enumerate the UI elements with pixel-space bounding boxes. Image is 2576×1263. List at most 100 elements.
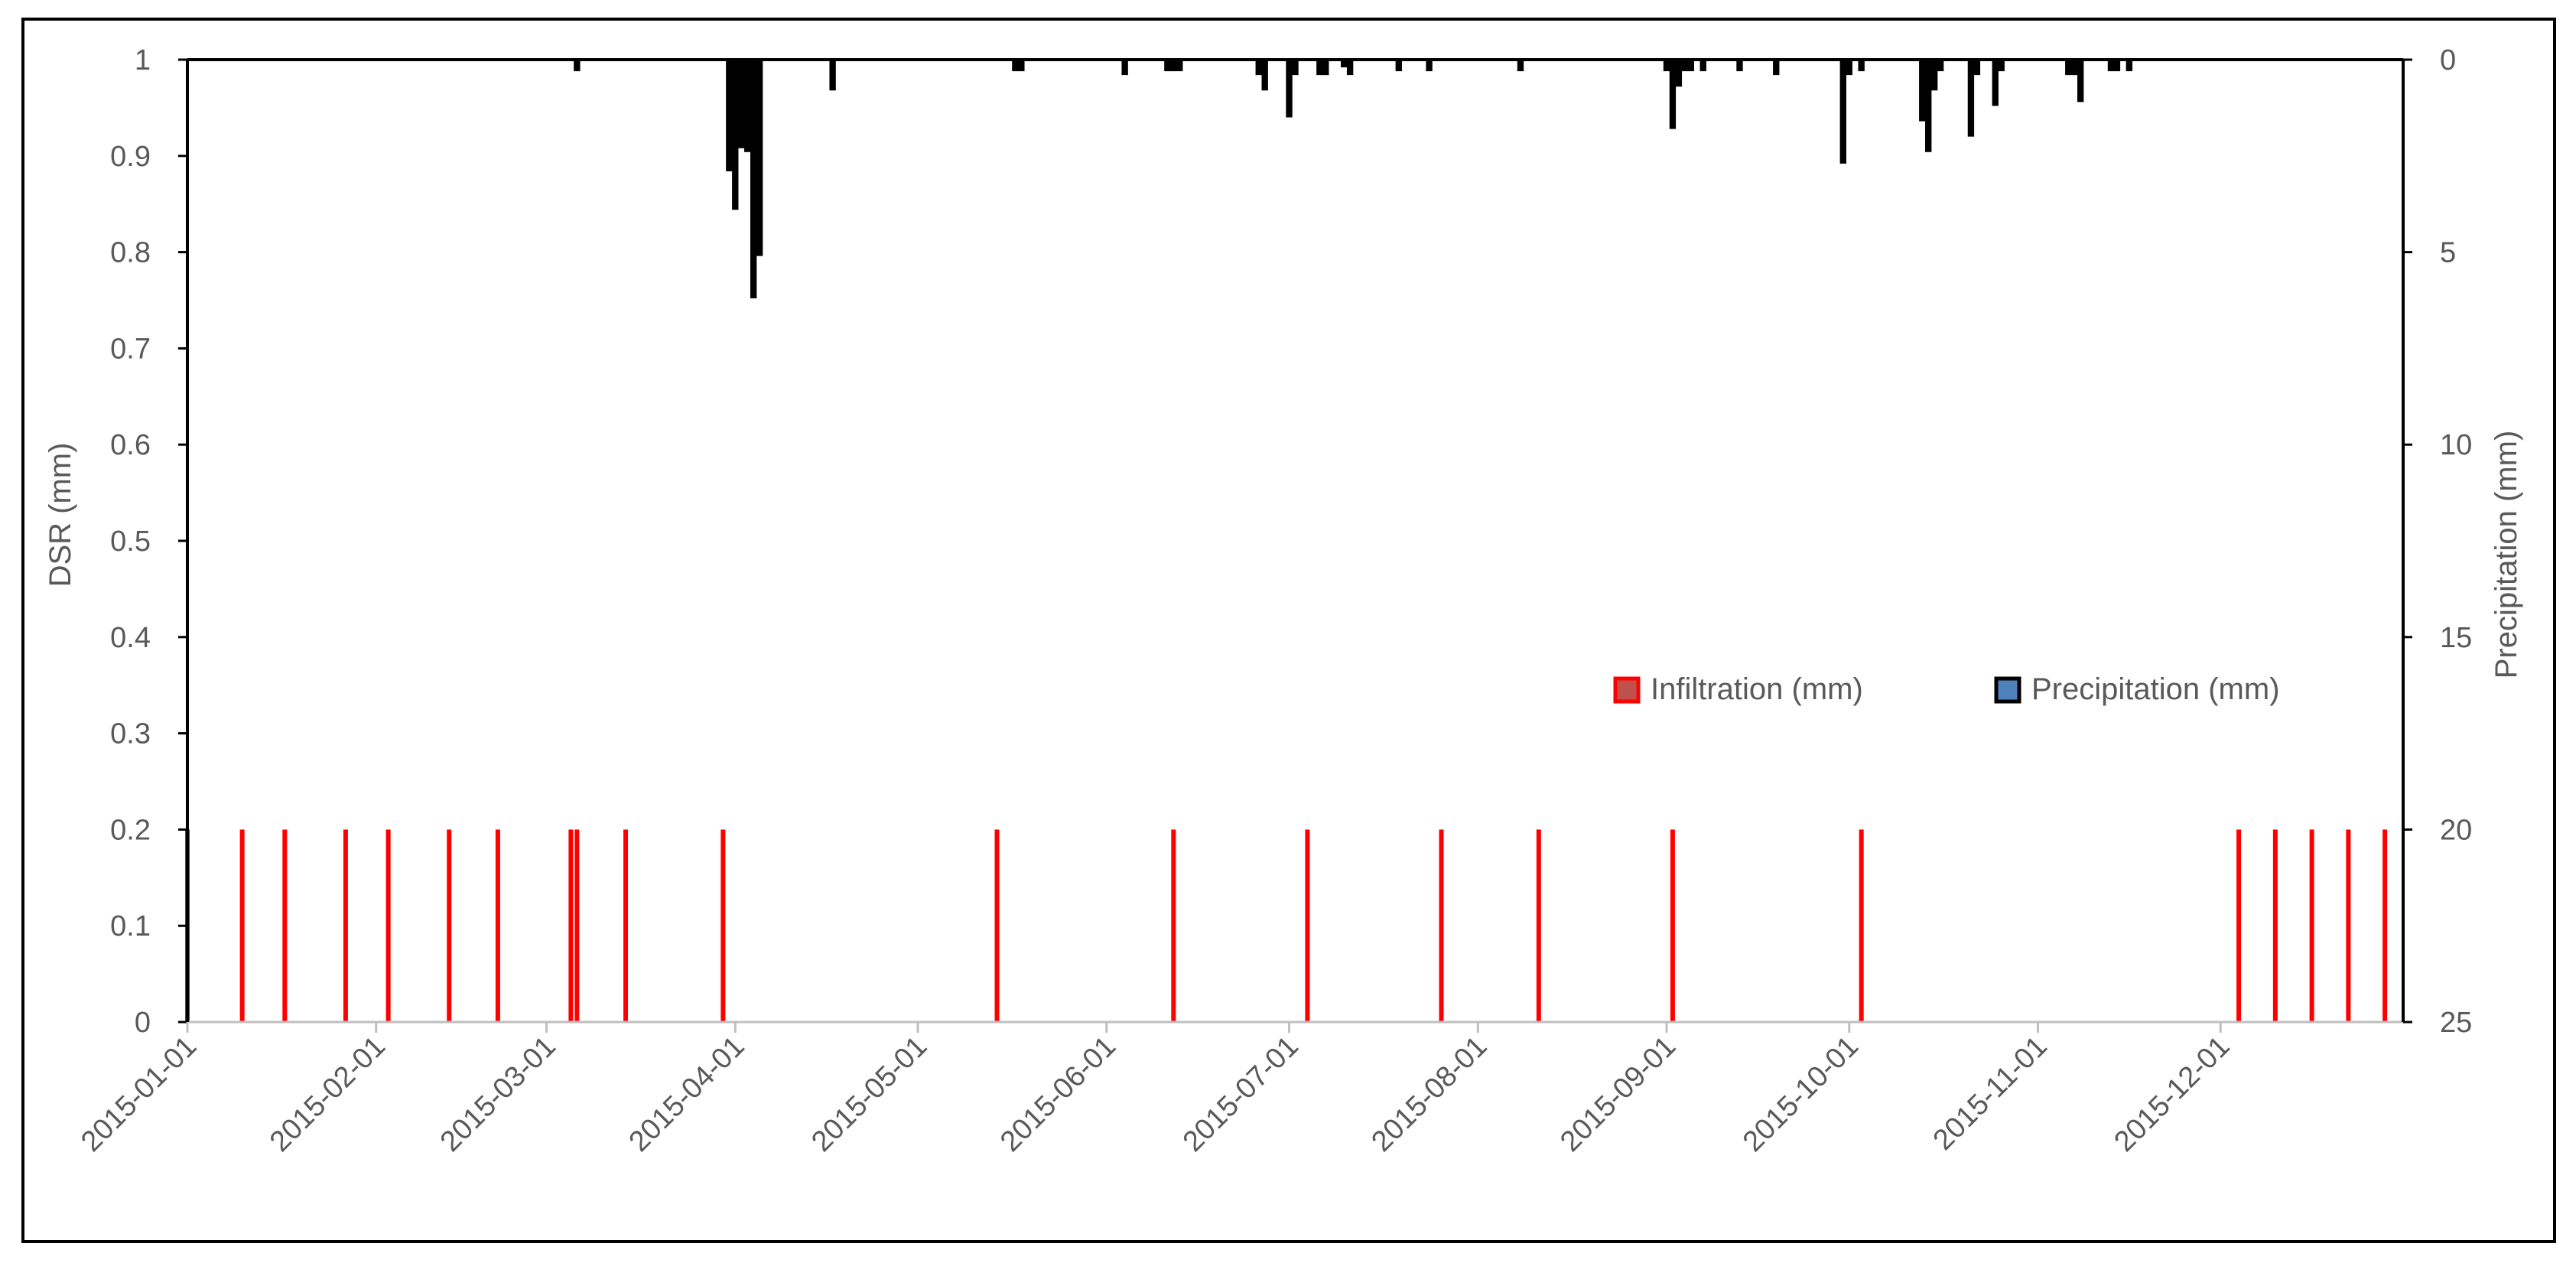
precipitation-bar [738, 60, 745, 148]
precipitation-bar [756, 60, 763, 256]
legend-infiltration-label: Infiltration (mm) [1651, 672, 1863, 706]
infiltration-bar [2272, 829, 2278, 1022]
legend-infiltration-swatch [1613, 676, 1641, 704]
precipitation-bar [1967, 60, 1975, 137]
precipitation-bar [2113, 60, 2121, 72]
y-left-tick-label: 0.6 [110, 429, 151, 461]
legend-precipitation-label: Precipitation (mm) [2031, 672, 2280, 706]
y-right-tick-label: 25 [2440, 1007, 2472, 1039]
precipitation-bar [1164, 60, 1171, 72]
precipitation-bar [1681, 60, 1689, 72]
precipitation-bar [1858, 60, 1865, 72]
precipitation-bar [1699, 60, 1706, 72]
precipitation-bar [1925, 60, 1932, 152]
precipitation-bar [1255, 60, 1262, 76]
precipitation-bar [1930, 60, 1938, 91]
precipitation-bar [1292, 60, 1299, 76]
precipitation-bar [1261, 60, 1268, 91]
infiltration-bar [623, 829, 629, 1022]
precipitation-bar [1286, 60, 1293, 118]
precipitation-bar [1663, 60, 1670, 72]
precipitation-bar [1846, 60, 1852, 76]
y-left-tick-label: 0.9 [110, 141, 151, 173]
y-left-tick-label: 0.5 [110, 526, 151, 558]
precipitation-bar [1998, 60, 2005, 72]
precipitation-bar [1395, 60, 1402, 72]
infiltration-bar [239, 829, 245, 1022]
plot-background [187, 60, 2403, 1022]
precipitation-bar [1736, 60, 1743, 72]
legend-precipitation-swatch [1994, 676, 2021, 704]
infiltration-bar [495, 829, 500, 1022]
precipitation-bar [2065, 60, 2072, 76]
precipitation-bars [574, 60, 2133, 298]
precipitation-bar [1322, 60, 1329, 76]
precipitation-bar [1839, 60, 1846, 164]
infiltration-bars [185, 829, 2388, 1022]
precipitation-bar [1687, 60, 1694, 72]
precipitation-bar [744, 60, 751, 152]
y-left-tick-label: 1 [135, 44, 151, 76]
precipitation-bar [1340, 60, 1348, 68]
precipitation-bar [732, 60, 739, 210]
precipitation-bar [829, 60, 836, 91]
infiltration-bar [1439, 829, 1444, 1022]
infiltration-bar [1536, 829, 1541, 1022]
legend: Infiltration (mm) Precipitation (mm) [1613, 672, 2280, 706]
infiltration-bar [385, 829, 391, 1022]
infiltration-bar [568, 829, 574, 1022]
precipitation-bar [1346, 60, 1354, 76]
infiltration-bar [2236, 829, 2242, 1022]
precipitation-bar [1919, 60, 1926, 122]
y-left-tick-label: 0.2 [110, 814, 151, 846]
precipitation-bar [1121, 60, 1128, 76]
precipitation-bar [574, 60, 581, 72]
infiltration-bar [343, 829, 348, 1022]
y-right-tick-label: 20 [2440, 814, 2472, 846]
precipitation-bar [1675, 60, 1683, 87]
infiltration-bar [2309, 829, 2314, 1022]
infiltration-bar [1171, 829, 1176, 1022]
precipitation-bar [1012, 60, 1019, 72]
precipitation-bar [1937, 60, 1944, 72]
precipitation-bar [1316, 60, 1323, 76]
precipitation-bar [1517, 60, 1524, 72]
y-left-axis-title: DSR (mm) [44, 443, 77, 588]
y-left-tick-label: 0.3 [110, 718, 151, 750]
infiltration-bar [2382, 829, 2388, 1022]
y-left-tick-label: 0 [135, 1007, 151, 1039]
precipitation-bar [1018, 60, 1025, 72]
infiltration-bar [2346, 829, 2351, 1022]
precipitation-bar [1170, 60, 1177, 72]
infiltration-bar [1670, 829, 1675, 1022]
precipitation-bar [2071, 60, 2078, 76]
y-right-axis-title: Precipitation (mm) [2490, 431, 2523, 679]
y-left-tick-label: 0.7 [110, 333, 151, 365]
precipitation-bar [750, 60, 757, 298]
y-left-tick-label: 0.8 [110, 237, 151, 269]
precipitation-bar [1176, 60, 1183, 72]
y-left-tick-label: 0.4 [110, 622, 151, 654]
precipitation-bar [1669, 60, 1677, 129]
infiltration-bar [1859, 829, 1864, 1022]
infiltration-bar [1305, 829, 1310, 1022]
infiltration-bar [720, 829, 726, 1022]
infiltration-bar [447, 829, 452, 1022]
precipitation-bar [1773, 60, 1780, 76]
precipitation-bar [2077, 60, 2084, 103]
precipitation-bar [1973, 60, 1981, 76]
infiltration-bar [994, 829, 1000, 1022]
infiltration-bar [574, 829, 580, 1022]
y-left-tick-label: 0.1 [110, 910, 151, 942]
plot-area [187, 60, 2403, 1022]
y-right-tick-label: 15 [2440, 622, 2472, 654]
precipitation-bar [2126, 60, 2133, 72]
y-right-tick-label: 10 [2440, 429, 2472, 461]
y-right-tick-label: 5 [2440, 237, 2456, 269]
precipitation-bar [1992, 60, 1999, 106]
y-right-tick-label: 0 [2440, 44, 2456, 76]
precipitation-bar [1426, 60, 1433, 72]
precipitation-bar [726, 60, 733, 171]
precipitation-bar [2107, 60, 2115, 72]
